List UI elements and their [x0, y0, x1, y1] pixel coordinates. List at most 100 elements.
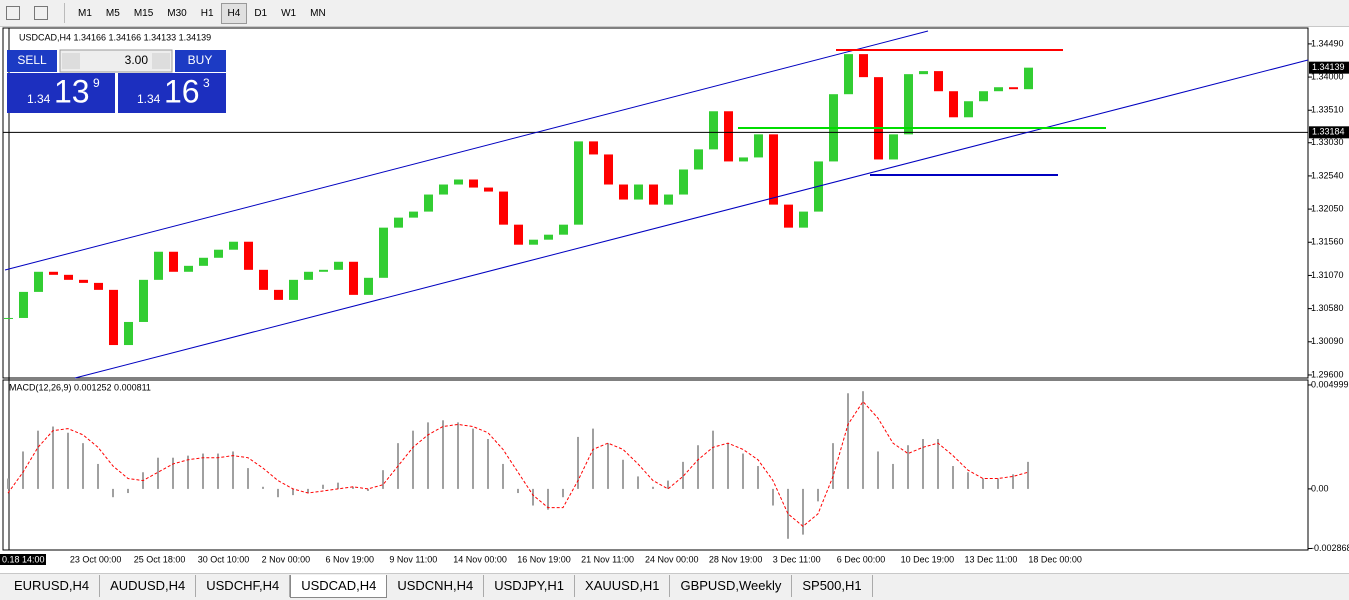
chart-tab[interactable]: USDCHF,H4	[196, 575, 291, 597]
chart-tab[interactable]: EURUSD,H4	[4, 575, 101, 597]
candle	[859, 54, 868, 78]
chart-tab[interactable]: USDCNH,H4	[387, 575, 485, 597]
candle	[124, 321, 133, 346]
macd-bar	[772, 488, 774, 506]
macd-bar	[262, 486, 264, 489]
candle	[379, 227, 388, 278]
timeframe-button[interactable]: H4	[220, 2, 248, 24]
candle	[349, 261, 358, 295]
channel-lower[interactable]	[74, 59, 1309, 379]
macd-bar	[607, 443, 609, 489]
macd-bar	[847, 393, 849, 489]
price-label-box	[1309, 61, 1349, 74]
candle	[244, 241, 253, 270]
x-tick-label: 23 Oct 00:00	[70, 554, 122, 564]
macd-bar	[832, 443, 834, 489]
timeframe-button[interactable]: W1	[281, 7, 297, 19]
chart-tab[interactable]: XAUUSD,H1	[575, 575, 671, 597]
x-tick-label: 14 Nov 00:00	[453, 554, 507, 564]
candle	[904, 74, 913, 135]
toolbar: M1 M5 M15 M30 H1 H4 D1 W1 MN	[0, 0, 1349, 27]
macd-bar	[592, 428, 594, 489]
bid-box[interactable]	[7, 73, 115, 113]
y-tick-label: 0.004999	[1311, 379, 1349, 389]
macd-bar	[367, 488, 369, 491]
macd-bar	[637, 476, 639, 489]
x-tick-label: 28 Nov 19:00	[709, 554, 763, 564]
macd-bar	[532, 488, 534, 506]
macd-bar	[727, 443, 729, 489]
lot-value: 3.00	[125, 53, 149, 67]
lot-up[interactable]	[152, 53, 170, 69]
candle	[289, 279, 298, 300]
toolbar-icon[interactable]	[6, 6, 20, 20]
macd-bar	[247, 468, 249, 489]
candle	[304, 271, 313, 280]
chart-tab[interactable]: SP500,H1	[792, 575, 873, 597]
candle	[799, 211, 808, 228]
y-tick-label: 1.31070	[1311, 270, 1344, 280]
candle	[454, 179, 463, 185]
timeframe-button[interactable]: M5	[105, 7, 120, 19]
macd-bar	[952, 466, 954, 489]
ask-box[interactable]	[118, 73, 226, 113]
candle	[664, 194, 673, 205]
chart-tab[interactable]: USDJPY,H1	[484, 575, 576, 597]
macd-bar	[427, 422, 429, 489]
candle	[769, 134, 778, 205]
ask-big: 16	[164, 73, 200, 109]
macd-title: MACD(12,26,9) 0.001252 0.000811	[9, 382, 151, 392]
candle	[889, 134, 898, 160]
candle	[274, 289, 283, 300]
candle	[544, 234, 553, 240]
macd-bar	[712, 430, 714, 489]
chart-tab[interactable]: GBPUSD,Weekly	[670, 575, 793, 597]
candle	[259, 269, 268, 290]
macd-bar	[37, 430, 39, 489]
candle	[934, 71, 943, 92]
x-tick-label: 25 Oct 18:00	[134, 554, 186, 564]
candle	[679, 169, 688, 195]
timeframe-button[interactable]: D1	[254, 7, 268, 19]
chart-tab[interactable]: USDCAD,H4	[290, 575, 388, 598]
toolbar-icon[interactable]	[34, 6, 48, 20]
macd-bar	[457, 422, 459, 489]
timeframe-button[interactable]: M15	[133, 7, 154, 19]
candle	[4, 317, 13, 319]
macd-bar	[907, 445, 909, 489]
candle	[394, 217, 403, 228]
lot-down[interactable]	[62, 53, 80, 69]
candle	[199, 257, 208, 266]
channel-upper[interactable]	[4, 30, 929, 271]
candle	[484, 187, 493, 192]
candle	[19, 291, 28, 318]
candle	[604, 154, 613, 185]
timeframe-button[interactable]: M1	[78, 7, 92, 19]
macd-bar	[742, 453, 744, 489]
y-tick-label: 1.33030	[1311, 137, 1344, 147]
lot-field[interactable]	[59, 49, 173, 73]
macd-bar	[232, 451, 234, 489]
chart-tab[interactable]: AUDUSD,H4	[100, 575, 197, 597]
candle	[79, 279, 88, 283]
timeframe-button[interactable]: M30	[167, 7, 187, 19]
macd-bar	[187, 455, 189, 489]
signal-line	[7, 400, 1029, 527]
macd-bar	[277, 488, 279, 498]
buy-button[interactable]	[175, 50, 226, 72]
sell-button[interactable]	[7, 50, 57, 72]
timeframe-button[interactable]: MN	[310, 7, 326, 19]
candle	[964, 101, 973, 118]
candle	[94, 282, 103, 290]
macd-bar	[292, 488, 294, 496]
candle	[334, 261, 343, 270]
y-tick-label: 1.32050	[1311, 203, 1344, 213]
macd-bar	[667, 480, 669, 489]
candles	[4, 54, 1033, 346]
chart-title: USDCAD,H4 1.34166 1.34166 1.34133 1.3413…	[19, 32, 211, 42]
candle	[184, 265, 193, 272]
macd-pane	[2, 379, 1309, 551]
candle	[574, 141, 583, 225]
timeframe-button[interactable]: H1	[200, 7, 214, 19]
